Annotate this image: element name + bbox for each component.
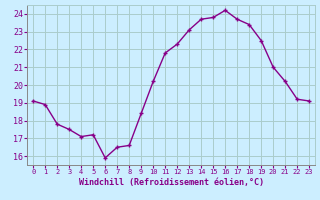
- X-axis label: Windchill (Refroidissement éolien,°C): Windchill (Refroidissement éolien,°C): [79, 178, 264, 187]
